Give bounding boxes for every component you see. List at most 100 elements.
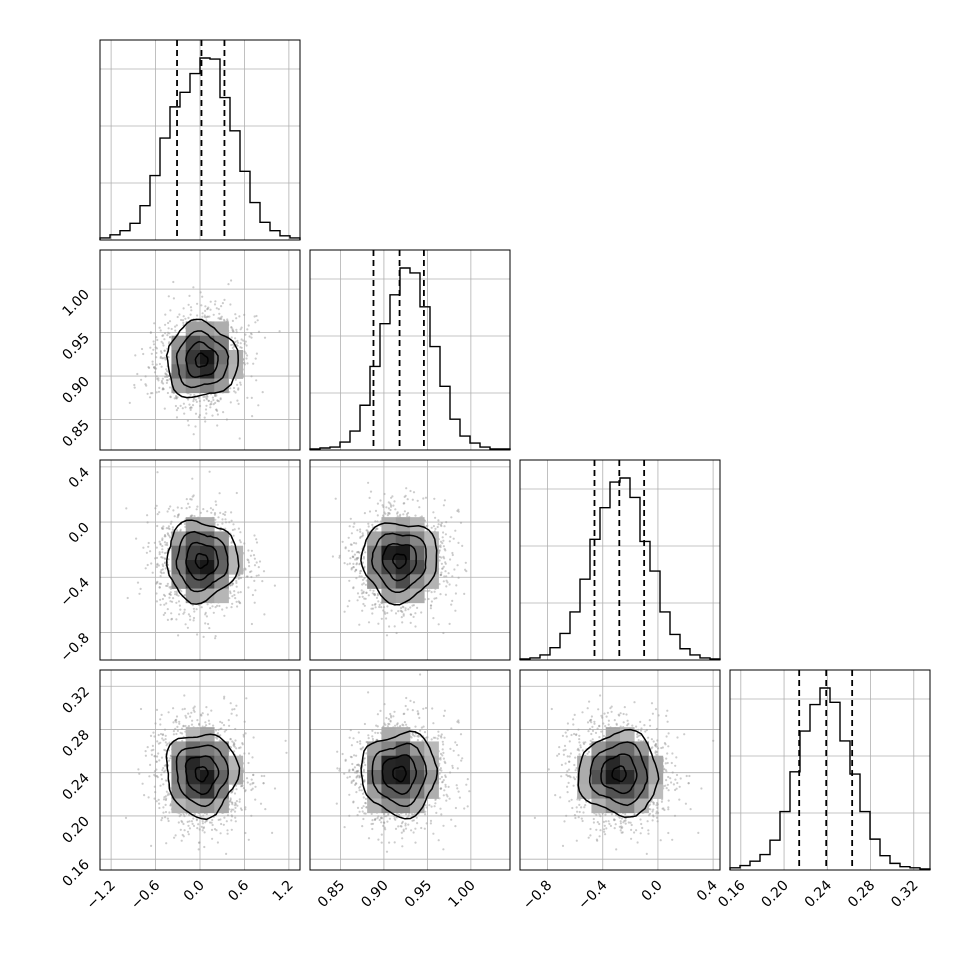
sample-point xyxy=(376,527,379,531)
sample-point xyxy=(404,494,407,497)
sample-point xyxy=(655,753,658,757)
sample-point xyxy=(379,817,383,820)
sample-point xyxy=(230,326,233,329)
sample-point xyxy=(189,406,193,409)
sample-point xyxy=(162,798,166,801)
density-cell xyxy=(228,350,244,365)
sample-point xyxy=(207,719,210,722)
density-cell xyxy=(410,798,425,814)
sample-point xyxy=(619,829,622,832)
sample-point xyxy=(383,703,386,706)
density-cell xyxy=(395,545,411,561)
sample-point xyxy=(374,520,377,523)
sample-point xyxy=(208,470,211,473)
sample-point xyxy=(263,774,266,778)
sample-point xyxy=(216,424,219,427)
sample-point xyxy=(196,827,199,830)
sample-point xyxy=(168,586,171,589)
sample-point xyxy=(201,829,204,832)
sample-point xyxy=(700,787,703,790)
sample-point xyxy=(448,583,451,586)
sample-point xyxy=(414,612,417,615)
sample-point xyxy=(642,739,645,742)
sample-point xyxy=(239,328,242,331)
sample-point xyxy=(216,399,219,402)
sample-point xyxy=(598,835,601,838)
sample-point xyxy=(183,815,186,818)
sample-point xyxy=(383,492,386,496)
sample-point xyxy=(252,781,255,785)
sample-point xyxy=(667,789,670,792)
density-cell xyxy=(634,741,649,757)
sample-point xyxy=(371,827,374,831)
sample-point xyxy=(205,319,208,322)
sample-point xyxy=(580,817,583,820)
sample-point xyxy=(165,551,168,554)
sample-point xyxy=(447,572,450,575)
sample-point xyxy=(168,386,172,389)
density-cell xyxy=(200,378,215,394)
sample-point xyxy=(437,623,440,626)
sample-point xyxy=(242,787,245,790)
sample-point xyxy=(451,575,454,578)
sample-point xyxy=(338,554,341,557)
sample-point xyxy=(440,733,443,736)
sample-point xyxy=(205,812,208,816)
sample-point xyxy=(360,789,363,792)
sample-point xyxy=(155,760,158,763)
sample-point xyxy=(199,404,202,408)
sample-point xyxy=(564,731,567,734)
sample-point xyxy=(418,716,421,720)
sample-point xyxy=(151,360,154,363)
sample-point xyxy=(179,828,182,831)
sample-point xyxy=(217,516,220,519)
panel-content xyxy=(125,470,276,640)
sample-point xyxy=(219,398,222,401)
sample-point xyxy=(181,407,184,410)
sample-point xyxy=(261,391,264,394)
sample-point xyxy=(385,634,389,637)
sample-point xyxy=(159,355,162,358)
x-tick-label: 1.2 xyxy=(270,878,297,905)
sample-point xyxy=(166,582,169,585)
sample-point xyxy=(196,505,199,508)
sample-point xyxy=(350,756,353,759)
sample-point xyxy=(253,579,256,583)
density-cell xyxy=(200,755,215,771)
sample-point xyxy=(250,336,253,339)
sample-point xyxy=(670,761,673,765)
sample-point xyxy=(371,737,374,741)
sample-point xyxy=(165,797,168,800)
sample-point xyxy=(362,602,365,606)
sample-point xyxy=(669,777,672,780)
sample-point xyxy=(575,733,578,737)
sample-point xyxy=(225,820,228,823)
density-cell xyxy=(200,588,215,604)
sample-point xyxy=(363,780,366,783)
sample-point xyxy=(154,557,157,560)
sample-point xyxy=(645,728,649,732)
sample-point xyxy=(369,490,373,493)
sample-point xyxy=(147,796,150,799)
sample-point xyxy=(136,372,139,376)
sample-point xyxy=(211,414,214,417)
sample-point xyxy=(214,606,217,609)
sample-point xyxy=(358,575,361,578)
sample-point xyxy=(235,491,238,495)
sample-point xyxy=(442,631,445,635)
sample-point xyxy=(167,558,170,561)
sample-point xyxy=(594,731,598,735)
sample-point xyxy=(180,839,183,842)
sample-point xyxy=(619,712,622,715)
x-tick-label: 0.0 xyxy=(639,878,666,905)
sample-point xyxy=(463,807,466,810)
sample-point xyxy=(192,400,195,403)
sample-point xyxy=(384,723,387,726)
sample-point xyxy=(220,315,223,318)
sample-point xyxy=(388,841,391,844)
sample-point xyxy=(231,319,234,322)
sample-point xyxy=(164,567,167,570)
sample-point xyxy=(139,587,142,591)
sample-point xyxy=(164,769,167,772)
sample-point xyxy=(142,352,145,356)
